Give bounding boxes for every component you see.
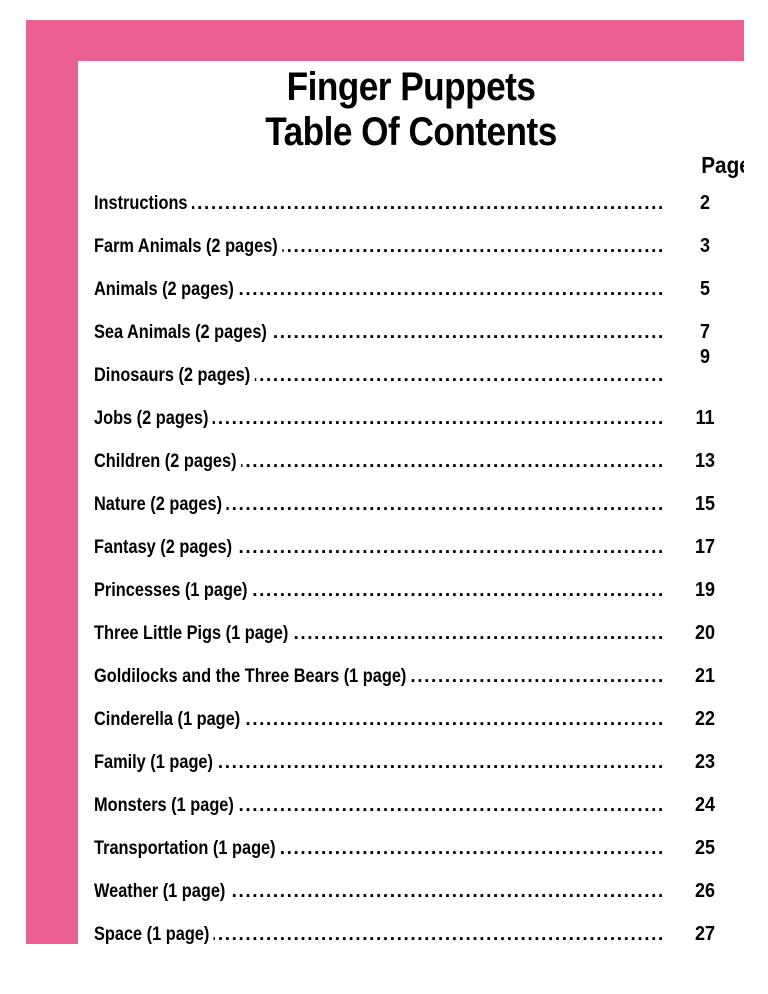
toc-entry-label: Jobs (2 pages) [94,408,213,429]
toc-entry[interactable]: ........................................… [78,484,744,527]
toc-entry[interactable]: ........................................… [78,828,744,871]
toc-entry[interactable]: ........................................… [78,312,744,355]
dot-leader: ........................................… [94,924,666,945]
pink-border-frame: Finger Puppets Table Of Contents Page ..… [26,20,744,950]
dot-leader: ........................................… [94,494,666,515]
page-column-header: Page [701,152,744,178]
toc-entry-page-number: 24 [694,794,716,816]
toc-entry-label: Space (1 page) [94,924,214,945]
title-line-1: Finger Puppets [286,65,536,109]
toc-entry-page-number: 27 [694,923,716,945]
toc-entry-page-number: 25 [694,837,716,859]
toc-entry-page-number: 17 [694,536,716,558]
toc-entry[interactable]: ........................................… [78,699,744,742]
toc-entry[interactable]: ........................................… [78,613,744,656]
toc-entry-label: Family (1 page) [94,752,218,773]
toc-entry-page-number: 15 [694,493,716,515]
toc-entry-label: Sea Animals (2 pages) [94,322,272,343]
toc-entry-label: Transportation (1 page) [94,838,280,859]
toc-entry-page-number: 26 [694,880,716,902]
toc-entry[interactable]: ........................................… [78,347,744,398]
dot-leader: ........................................… [94,408,666,429]
title-line-2: Table Of Contents [265,110,557,154]
table-of-contents-list: ........................................… [78,183,744,950]
toc-entry-page-number: 19 [694,579,716,601]
toc-entry-label: Instructions [94,193,192,214]
toc-entry-label: Farm Animals (2 pages) [94,236,283,257]
toc-entry-label: Dinosaurs (2 pages) [94,365,255,386]
toc-entry-label: Monsters (1 page) [94,795,239,816]
toc-entry-page-number: 11 [695,407,715,429]
toc-entry-page-number: 23 [694,751,716,773]
dot-leader: ........................................… [94,537,666,558]
toc-entry-page-number: 13 [694,450,716,472]
toc-entry-page-number: 2 [699,192,711,214]
toc-entry-page-number: 3 [699,235,711,257]
toc-entry[interactable]: ........................................… [78,785,744,828]
toc-entry-page-number: 5 [699,278,711,300]
toc-entry-label: Fantasy (2 pages) [94,537,237,558]
toc-entry-page-number: 22 [694,708,716,730]
page-title: Finger Puppets Table Of Contents [78,65,744,155]
dot-leader: ........................................… [94,752,666,773]
toc-entry-label: Weather (1 page) [94,881,230,902]
toc-entry-label: Nature (2 pages) [94,494,227,515]
toc-entry-label: Cinderella (1 page) [94,709,245,730]
toc-entry-label: Children (2 pages) [94,451,241,472]
toc-entry-label: Animals (2 pages) [94,279,239,300]
toc-entry[interactable]: ........................................… [78,570,744,613]
toc-entry[interactable]: ........................................… [78,742,744,785]
toc-entry-label: Goldilocks and the Three Bears (1 page) [94,666,411,687]
toc-entry[interactable]: ........................................… [78,183,744,226]
toc-entry-page-number: 9 [699,346,711,368]
toc-entry[interactable]: ........................................… [78,441,744,484]
toc-entry[interactable]: ........................................… [78,527,744,570]
content-sheet: Finger Puppets Table Of Contents Page ..… [78,61,744,950]
toc-entry[interactable]: ........................................… [78,914,744,950]
dot-leader: ........................................… [94,193,666,214]
toc-entry-page-number: 20 [694,622,716,644]
toc-entry[interactable]: ........................................… [78,269,744,312]
dot-leader: ........................................… [94,881,666,902]
toc-entry[interactable]: ........................................… [78,226,744,269]
toc-entry-label: Three Little Pigs (1 page) [94,623,293,644]
toc-entry[interactable]: ........................................… [78,871,744,914]
toc-entry-label: Princesses (1 page) [94,580,252,601]
toc-entry-page-number: 7 [699,321,711,343]
toc-entry-page-number: 21 [694,665,716,687]
toc-entry[interactable]: ........................................… [78,398,744,441]
toc-entry[interactable]: ........................................… [78,656,744,699]
